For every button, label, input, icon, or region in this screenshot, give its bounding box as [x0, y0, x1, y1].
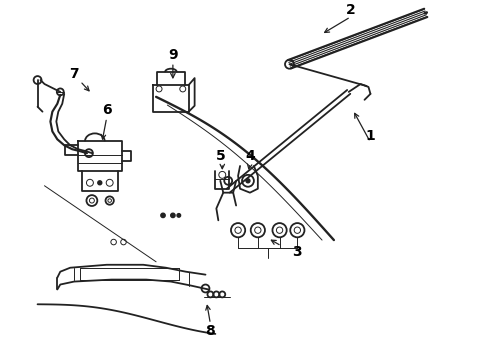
Circle shape: [246, 179, 250, 183]
Circle shape: [171, 213, 175, 217]
Circle shape: [98, 181, 102, 185]
Text: 4: 4: [245, 149, 255, 163]
Text: 7: 7: [69, 67, 79, 81]
Circle shape: [177, 213, 181, 217]
Text: 9: 9: [168, 48, 178, 62]
Text: 2: 2: [346, 3, 356, 17]
Text: 1: 1: [366, 129, 375, 143]
Text: 6: 6: [102, 103, 112, 117]
Circle shape: [57, 89, 64, 95]
Text: 3: 3: [293, 245, 302, 259]
Circle shape: [161, 213, 165, 217]
Text: 8: 8: [205, 324, 215, 338]
Text: 5: 5: [216, 149, 225, 163]
